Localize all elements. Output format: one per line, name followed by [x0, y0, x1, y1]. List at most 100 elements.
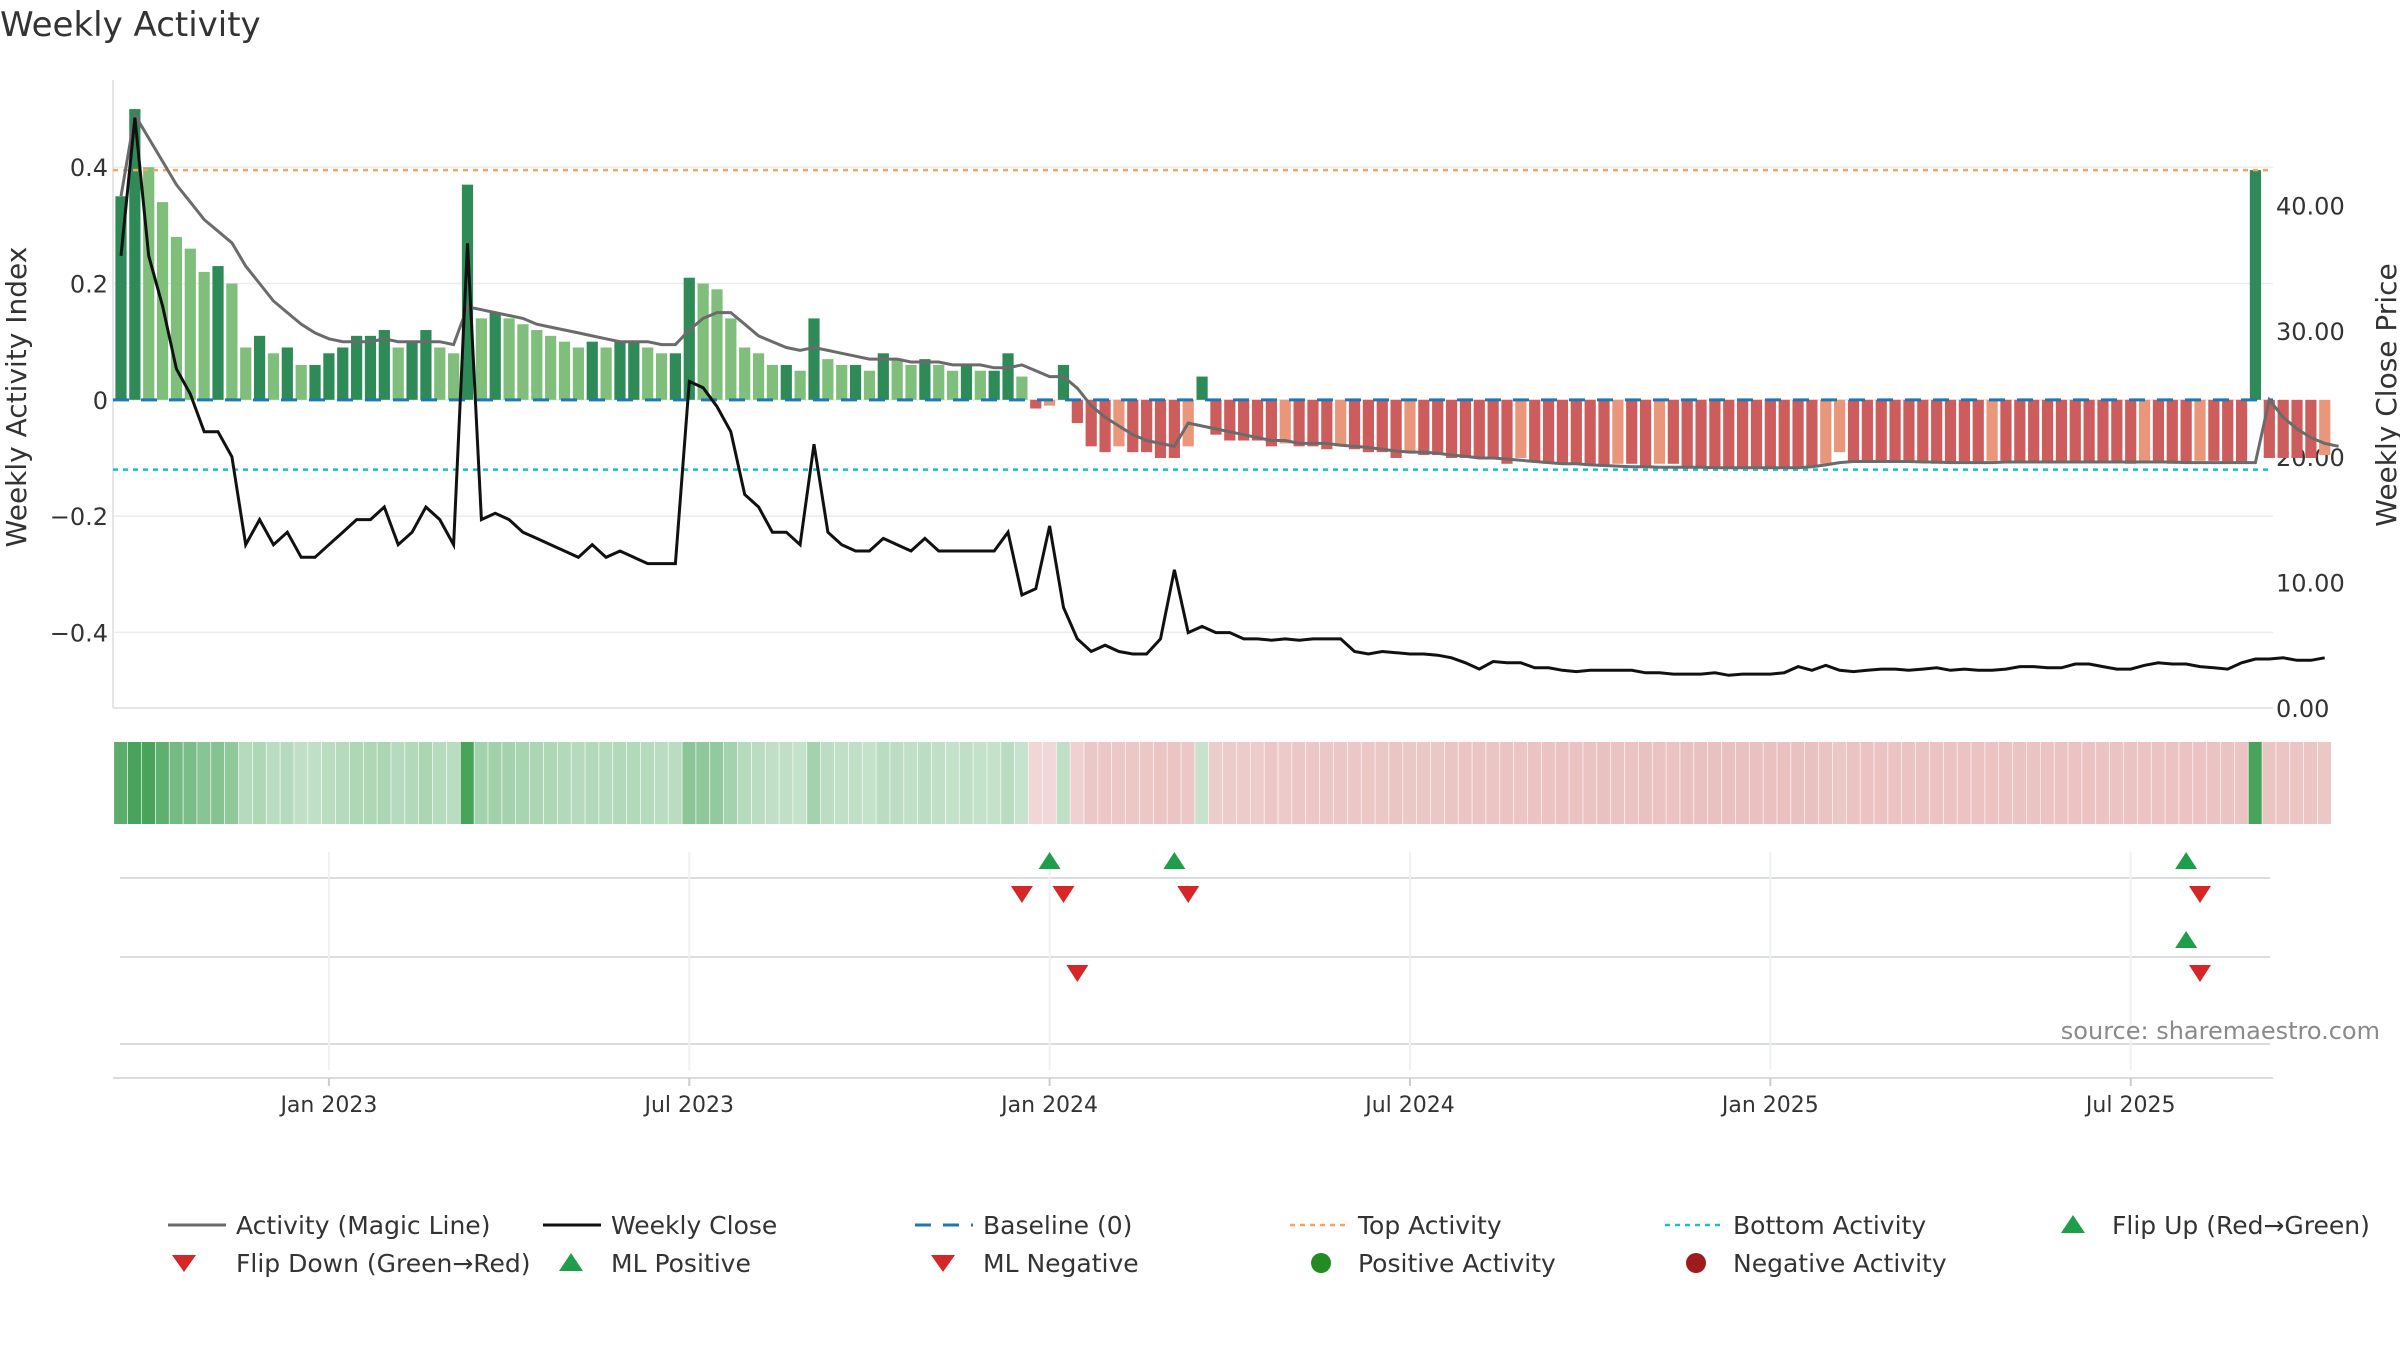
strip-cell: [446, 742, 460, 824]
activity-bar: [2069, 399, 2081, 461]
activity-bar: [2041, 399, 2054, 461]
activity-bar: [1418, 399, 1430, 456]
strip-cell: [224, 742, 239, 824]
strip-cell: [1555, 742, 1569, 824]
strip-cell: [1832, 742, 1846, 824]
activity-bar: [1903, 399, 1915, 461]
legend-label: ML Positive: [611, 1249, 751, 1278]
strip-cell: [890, 742, 904, 824]
activity-bar: [1307, 399, 1319, 447]
activity-bar: [863, 370, 876, 400]
flip-up-marker: [2175, 852, 2198, 869]
left-tick-label: 0.2: [70, 271, 108, 299]
strip-cell: [1416, 742, 1431, 824]
strip-cell: [1541, 742, 1555, 824]
activity-bar: [1030, 399, 1042, 409]
activity-bar: [2305, 399, 2317, 458]
strip-cell: [1721, 742, 1736, 824]
activity-bar: [2152, 399, 2165, 461]
strip-cell: [959, 742, 973, 824]
activity-bar: [448, 353, 460, 400]
strip-cell: [1098, 742, 1112, 824]
strip-cell: [1403, 742, 1417, 824]
activity-bar: [614, 341, 626, 400]
strip-cell: [1153, 742, 1167, 824]
strip-cell: [626, 742, 641, 824]
activity-bar: [2097, 399, 2109, 461]
strip-cell: [1860, 742, 1874, 824]
strip-cell: [1777, 742, 1791, 824]
strip-cell: [654, 742, 668, 824]
strip-cell: [1818, 742, 1833, 824]
activity-bar: [725, 318, 737, 400]
strip-cell: [1389, 742, 1403, 824]
strip-cell: [335, 742, 350, 824]
activity-bar: [1348, 399, 1361, 450]
strip-cell: [599, 742, 613, 824]
strip-cell: [516, 742, 530, 824]
right-tick-label: 10.00: [2276, 569, 2345, 597]
legend-label: Top Activity: [1357, 1211, 1502, 1240]
activity-bar: [1834, 399, 1846, 453]
strip-cell: [848, 742, 862, 824]
strip-cell: [308, 742, 322, 824]
strip-cell: [1597, 742, 1611, 824]
strip-cell: [917, 742, 932, 824]
activity-bar: [226, 283, 238, 400]
activity-bar: [2208, 399, 2220, 461]
strip-cell: [1638, 742, 1652, 824]
activity-bar: [170, 237, 183, 400]
left-tick-label: 0.4: [70, 154, 108, 182]
strip-cell: [1805, 742, 1819, 824]
strip-cell: [280, 742, 294, 824]
activity-bar: [461, 184, 474, 400]
strip-cell: [294, 742, 308, 824]
activity-bar: [1210, 399, 1222, 435]
activity-bar: [933, 364, 945, 400]
legend-ml-negative-icon: [931, 1255, 955, 1272]
activity-bar: [517, 324, 529, 400]
right-tick-label: 0.00: [2276, 695, 2329, 723]
strip-cell: [114, 742, 128, 824]
activity-bar: [1695, 399, 1707, 467]
activity-bar: [1154, 399, 1167, 458]
strip-cell: [1680, 742, 1694, 824]
strip-cell: [1181, 742, 1195, 824]
strip-cell: [2303, 742, 2318, 824]
activity-bar: [642, 347, 654, 400]
strip-cell: [2151, 742, 2165, 824]
activity-bar: [891, 359, 903, 400]
activity-bar: [669, 353, 681, 400]
activity-bar: [1057, 364, 1070, 400]
strip-cell: [862, 742, 876, 824]
legend-negative-dot-icon: [1686, 1253, 1706, 1273]
activity-bar: [1362, 399, 1374, 453]
activity-bar: [267, 353, 280, 400]
strip-cell: [1042, 742, 1056, 824]
left-axis-ticks: 0.4 0.2 0 −0.2 −0.4: [50, 154, 108, 647]
legend-label: Negative Activity: [1733, 1249, 1947, 1278]
strip-cell: [2248, 742, 2262, 824]
strip-cell: [183, 742, 197, 824]
magic-line: [119, 110, 2339, 470]
strip-cell: [904, 742, 918, 824]
strip-cell: [820, 742, 835, 824]
legend-ml-positive-icon: [559, 1253, 583, 1271]
legend-label: Bottom Activity: [1733, 1211, 1926, 1240]
activity-bar: [572, 347, 584, 400]
legend-label: Weekly Close: [611, 1211, 777, 1240]
activity-bar: [1501, 399, 1513, 464]
strip-cell: [987, 742, 1001, 824]
activity-bar: [406, 341, 418, 400]
activity-bar: [1002, 353, 1014, 400]
activity-heat-strip: [114, 742, 2332, 824]
strip-cell: [1139, 742, 1153, 824]
strip-cell: [1167, 742, 1181, 824]
strip-cell: [1943, 742, 1957, 824]
legend-label: Flip Up (Red→Green): [2112, 1211, 2370, 1240]
activity-bar: [974, 370, 986, 400]
activity-bar: [766, 364, 779, 400]
flip-down-marker: [1177, 886, 1200, 903]
strip-cell: [1056, 742, 1070, 824]
activity-bar: [1459, 399, 1472, 458]
